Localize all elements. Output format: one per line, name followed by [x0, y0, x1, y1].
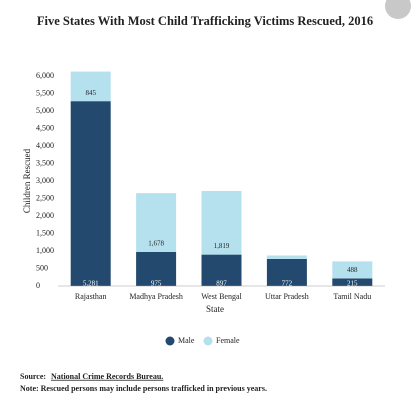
value-label: 845: [85, 89, 96, 97]
y-tick-label: 5,500: [36, 88, 54, 97]
bar-segment: [136, 193, 177, 252]
note: Note: Rescued persons may include person…: [20, 384, 267, 393]
value-label: 5,281: [83, 280, 99, 288]
x-tick-label: Madhya Pradesh: [129, 292, 183, 301]
y-tick-label: 2,500: [36, 193, 54, 202]
bar-segment: [136, 251, 177, 286]
y-tick-label: 500: [36, 263, 48, 272]
bar-segment: [70, 101, 111, 286]
bar-segment: [201, 254, 242, 286]
x-axis-title: State: [206, 304, 224, 314]
value-label: 488: [347, 266, 358, 274]
legend-swatch: [165, 336, 175, 346]
y-tick-label: 3,000: [36, 176, 54, 185]
chart-title: Five States With Most Child Trafficking …: [37, 14, 373, 28]
y-tick-label: 1,000: [36, 246, 54, 255]
y-tick-label: 3,500: [36, 158, 54, 167]
bar-segment: [332, 278, 373, 286]
share-icon[interactable]: [385, 0, 411, 19]
value-label: 897: [216, 280, 227, 288]
bar-segment: [266, 258, 307, 286]
bar-segment: [266, 255, 307, 259]
y-tick-label: 6,000: [36, 71, 54, 80]
value-label: 1,678: [148, 239, 164, 247]
legend-swatch: [203, 336, 213, 346]
y-tick-label: 1,500: [36, 228, 54, 237]
value-label: 1,819: [214, 242, 230, 250]
source-link[interactable]: National Crime Records Bureau.: [51, 372, 163, 381]
y-tick-label: 0: [36, 281, 40, 290]
legend-label: Male: [178, 336, 195, 345]
x-tick-label: Tamil Nadu: [333, 292, 371, 301]
x-tick-label: West Bengal: [201, 292, 242, 301]
x-tick-label: Uttar Pradesh: [265, 292, 309, 301]
bar-segment: [70, 71, 111, 102]
y-tick-label: 2,000: [36, 211, 54, 220]
source-label: Source:: [20, 372, 46, 381]
x-tick-label: Rajasthan: [75, 292, 107, 301]
value-label: 772: [282, 280, 293, 288]
y-tick-label: 4,500: [36, 123, 54, 132]
bar-segment: [332, 261, 373, 279]
y-tick-label: 4,000: [36, 141, 54, 150]
value-label: 215: [347, 280, 358, 288]
y-axis-title: Children Rescued: [22, 148, 32, 213]
y-tick-label: 5,000: [36, 106, 54, 115]
value-label: 975: [151, 280, 162, 288]
bar-segment: [201, 190, 242, 255]
legend-label: Female: [216, 336, 240, 345]
